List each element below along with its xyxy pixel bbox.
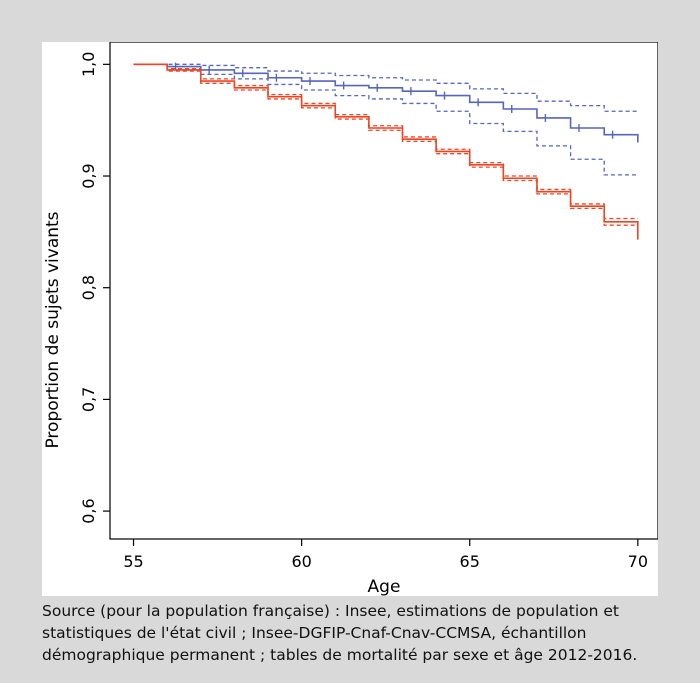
- blue-lower-ci-line: [133, 63, 638, 176]
- y-tick-label: 0,9: [79, 163, 98, 188]
- red-lower-ci-line: [133, 63, 638, 226]
- y-tick-label: 0,6: [79, 498, 98, 523]
- red-estimate-line: [133, 63, 639, 240]
- x-tick-label: 60: [291, 552, 311, 571]
- x-tick-label: 70: [628, 552, 648, 571]
- source-line: statistiques de l'état civil ; Insee-DGF…: [42, 624, 587, 642]
- plot-frame: [109, 42, 658, 540]
- red-upper-ci-line: [133, 63, 638, 220]
- x-axis-label: Age: [368, 577, 401, 596]
- survival-chart: 55 60 65 70 0,6 0,7 0,8 0,9 1,0 Age Proportion d…: [43, 42, 658, 596]
- blue-estimate-line: [133, 63, 639, 143]
- x-tick-label: 55: [123, 552, 143, 571]
- source-line: Source (pour la population française) : …: [42, 602, 620, 620]
- source-note: Source (pour la population française) : …: [42, 600, 682, 666]
- chart-panel: 55 60 65 70 0,6 0,7 0,8 0,9 1,0 Age Proportion d…: [42, 42, 658, 596]
- y-tick-label: 0,7: [79, 387, 98, 412]
- y-axis-label: Proportion de sujets vivants: [43, 211, 63, 448]
- blue-upper-ci-line: [133, 63, 638, 112]
- y-tick-label: 0,8: [79, 275, 98, 300]
- axis-layer: 55 60 65 70 0,6 0,7 0,8 0,9 1,0: [79, 52, 648, 571]
- x-tick-label: 65: [460, 552, 480, 571]
- y-tick-label: 1,0: [79, 52, 98, 77]
- source-line: démographique permanent ; tables de mort…: [42, 646, 638, 664]
- series-layer: [133, 62, 639, 240]
